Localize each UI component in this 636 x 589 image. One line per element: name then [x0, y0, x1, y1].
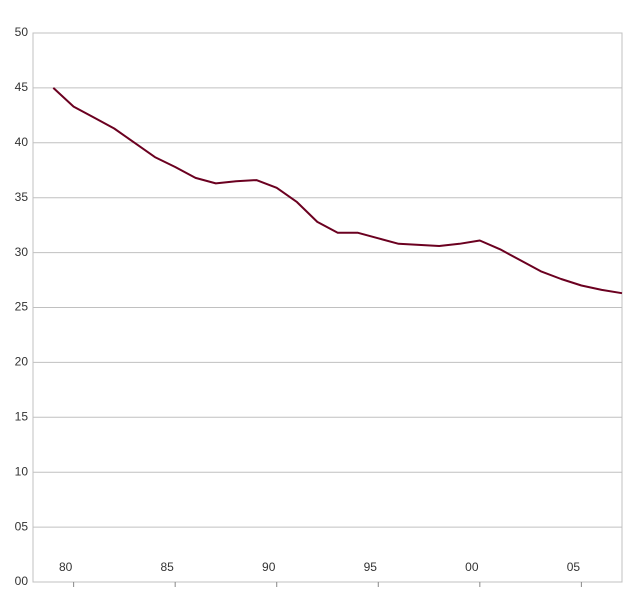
y-tick-label: 10 — [15, 464, 29, 478]
y-tick-label: 05 — [15, 519, 29, 533]
y-tick-label: 40 — [15, 135, 29, 149]
x-tick-label: 80 — [59, 560, 73, 574]
x-tick-label: 05 — [567, 560, 581, 574]
y-tick-label: 15 — [15, 409, 29, 423]
x-tick-label: 90 — [262, 560, 276, 574]
y-tick-label: 30 — [15, 245, 29, 259]
y-tick-label: 25 — [15, 300, 29, 314]
y-tick-label: 50 — [15, 25, 29, 39]
data-line — [52, 87, 623, 295]
y-tick-label: 20 — [15, 355, 29, 369]
y-tick-label: 00 — [15, 574, 29, 588]
x-tick-label: 95 — [364, 560, 378, 574]
y-tick-label: 35 — [15, 190, 29, 204]
y-tick-label: 45 — [15, 80, 29, 94]
x-tick-label: 00 — [465, 560, 479, 574]
x-tick-label: 85 — [160, 560, 174, 574]
